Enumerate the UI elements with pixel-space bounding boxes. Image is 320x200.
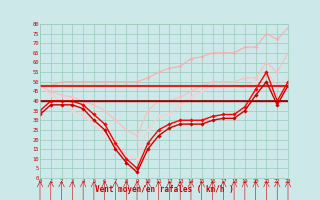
X-axis label: Vent moyen/en rafales ( km/h ): Vent moyen/en rafales ( km/h )	[95, 186, 233, 194]
